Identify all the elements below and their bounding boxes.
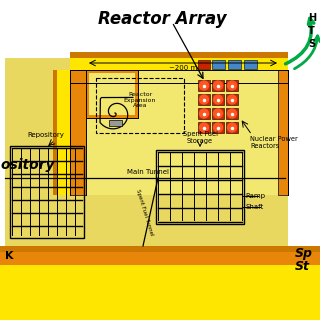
- Bar: [86, 70, 138, 118]
- Circle shape: [199, 81, 209, 90]
- Text: Ramp: Ramp: [245, 193, 265, 199]
- Text: Spent Fuel Tunnel: Spent Fuel Tunnel: [134, 188, 154, 236]
- Bar: [5, 58, 288, 246]
- Text: Shaft: Shaft: [245, 204, 263, 210]
- Circle shape: [199, 109, 209, 118]
- Bar: [109, 120, 122, 126]
- Bar: [198, 94, 210, 105]
- Text: Main Tunnel: Main Tunnel: [127, 169, 169, 175]
- Bar: [53, 70, 57, 195]
- Bar: [10, 146, 84, 238]
- Circle shape: [228, 81, 236, 90]
- Circle shape: [213, 109, 222, 118]
- Text: S: S: [308, 39, 315, 49]
- Bar: [70, 70, 86, 195]
- Bar: [198, 80, 210, 91]
- Text: Reactor
Expansion
Area: Reactor Expansion Area: [124, 92, 156, 108]
- Text: Repository: Repository: [28, 132, 64, 138]
- Text: Nuclear Power
Reactors: Nuclear Power Reactors: [250, 135, 298, 148]
- Bar: [198, 60, 210, 69]
- Bar: [198, 122, 210, 133]
- Bar: [135, 70, 138, 118]
- Text: ~200 m: ~200 m: [169, 65, 197, 71]
- Bar: [244, 60, 257, 69]
- Bar: [96, 78, 184, 133]
- Bar: [228, 60, 241, 69]
- Bar: [156, 150, 244, 224]
- Circle shape: [228, 109, 236, 118]
- Circle shape: [213, 95, 222, 104]
- Bar: [70, 52, 288, 58]
- Bar: [86, 115, 138, 118]
- Text: St: St: [295, 260, 310, 274]
- Bar: [0, 252, 320, 265]
- Bar: [0, 246, 320, 252]
- Bar: [212, 122, 224, 133]
- Bar: [212, 80, 224, 91]
- Bar: [86, 70, 278, 195]
- Bar: [57, 70, 70, 195]
- Bar: [226, 122, 238, 133]
- Bar: [70, 70, 288, 83]
- Bar: [70, 58, 288, 70]
- Bar: [278, 70, 288, 195]
- Bar: [226, 94, 238, 105]
- Circle shape: [199, 123, 209, 132]
- Bar: [226, 80, 238, 91]
- Bar: [212, 60, 225, 69]
- Circle shape: [228, 95, 236, 104]
- Bar: [212, 108, 224, 119]
- Circle shape: [228, 123, 236, 132]
- Circle shape: [213, 81, 222, 90]
- Circle shape: [213, 123, 222, 132]
- Bar: [212, 94, 224, 105]
- Bar: [198, 108, 210, 119]
- Text: Reactor Array: Reactor Array: [98, 10, 226, 28]
- Text: T: T: [308, 26, 315, 36]
- Bar: [226, 108, 238, 119]
- Text: K: K: [5, 251, 13, 261]
- Text: H: H: [308, 13, 316, 23]
- Bar: [86, 70, 138, 73]
- Text: ository: ository: [0, 158, 54, 172]
- Circle shape: [199, 95, 209, 104]
- Text: Spent Fuel
Storage: Spent Fuel Storage: [182, 131, 218, 143]
- Bar: [0, 265, 320, 320]
- Bar: [86, 70, 89, 118]
- Text: Sp: Sp: [295, 246, 313, 260]
